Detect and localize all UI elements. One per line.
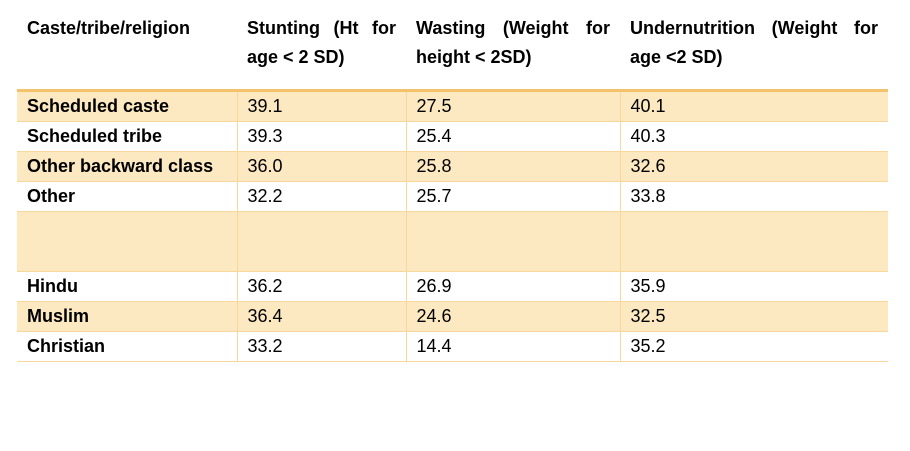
empty-cell (17, 211, 237, 272)
cell-value: 36.2 (236, 271, 406, 302)
cell-value: 36.0 (236, 151, 406, 182)
column-header: Caste/tribe/religion (17, 14, 237, 92)
table-row: Scheduled caste 39.1 27.5 40.1 (17, 90, 888, 122)
table-row: Christian 33.2 14.4 35.2 (17, 331, 888, 362)
row-label: Muslim (17, 301, 237, 332)
cell-value: 32.5 (619, 301, 888, 332)
table-body: Scheduled caste 39.1 27.5 40.1 Scheduled tri… (17, 90, 888, 362)
header-row: Caste/tribe/religion Stunting (Ht for age… (17, 14, 888, 92)
cell-value: 25.8 (405, 151, 620, 182)
cell-value: 33.2 (236, 331, 406, 362)
cell-value: 32.2 (236, 181, 406, 212)
row-label: Hindu (17, 271, 237, 302)
table-header: Caste/tribe/religion Stunting (Ht for age… (17, 14, 888, 92)
cell-value: 25.7 (405, 181, 620, 212)
cell-value: 32.6 (619, 151, 888, 182)
cell-value: 24.6 (405, 301, 620, 332)
row-label: Other backward class (17, 151, 237, 182)
empty-cell (236, 211, 406, 272)
cell-value: 26.9 (405, 271, 620, 302)
data-table: Caste/tribe/religion Stunting (Ht for age… (17, 14, 888, 362)
cell-value: 27.5 (405, 90, 620, 122)
cell-value: 25.4 (405, 121, 620, 152)
table-row: Muslim 36.4 24.6 32.5 (17, 301, 888, 332)
column-header: Stunting (Ht for age < 2 SD) (237, 14, 406, 92)
cell-value: 14.4 (405, 331, 620, 362)
row-label: Christian (17, 331, 237, 362)
cell-value: 33.8 (619, 181, 888, 212)
table-row: Hindu 36.2 26.9 35.9 (17, 271, 888, 302)
row-label: Other (17, 181, 237, 212)
row-label: Scheduled caste (17, 90, 237, 122)
separator-row (17, 211, 888, 272)
cell-value: 35.9 (619, 271, 888, 302)
cell-value: 40.1 (619, 90, 888, 122)
column-header: Wasting (Weight for height < 2SD) (406, 14, 620, 92)
table-row: Other 32.2 25.7 33.8 (17, 181, 888, 212)
cell-value: 35.2 (619, 331, 888, 362)
empty-cell (619, 211, 888, 272)
table-row: Scheduled tribe 39.3 25.4 40.3 (17, 121, 888, 152)
cell-value: 36.4 (236, 301, 406, 332)
cell-value: 40.3 (619, 121, 888, 152)
column-header: Undernutrition (Weight for age <2 SD) (620, 14, 888, 92)
empty-cell (405, 211, 620, 272)
cell-value: 39.3 (236, 121, 406, 152)
row-label: Scheduled tribe (17, 121, 237, 152)
table-row: Other backward class 36.0 25.8 32.6 (17, 151, 888, 182)
cell-value: 39.1 (236, 90, 406, 122)
